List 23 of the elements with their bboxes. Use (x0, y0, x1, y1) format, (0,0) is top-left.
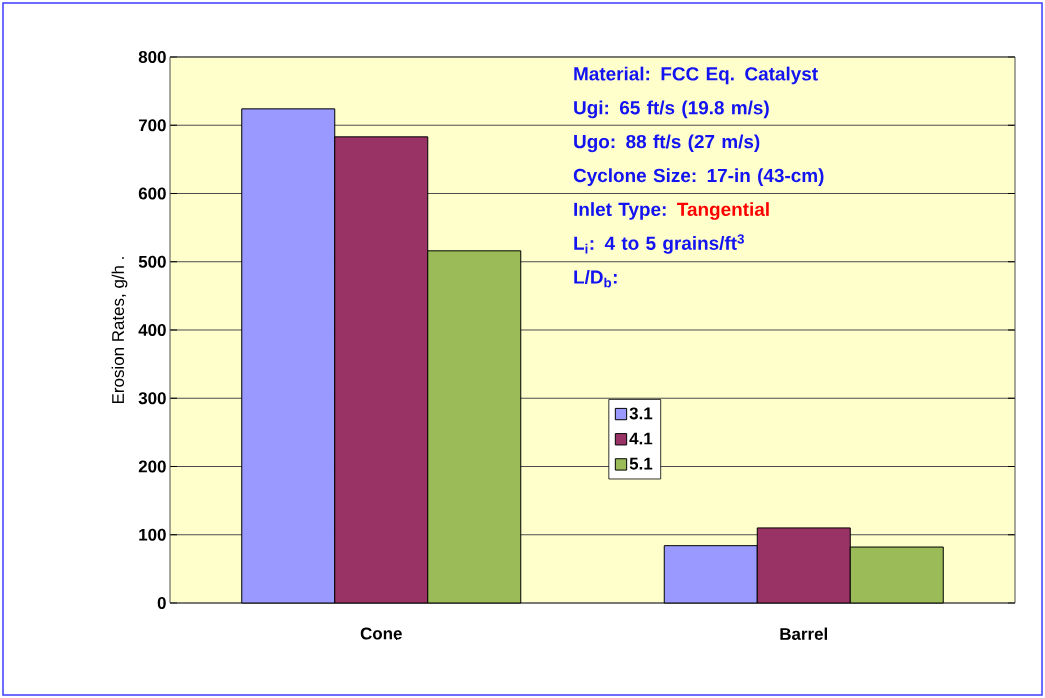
annotation: Ugi: 65 ft/s (19.8 m/s) (574, 100, 769, 119)
x-tick-label: Cone (360, 627, 402, 640)
y-tick-label: 200 (138, 460, 166, 473)
y-tick-label: 100 (139, 528, 166, 541)
legend-label: 3.1 (629, 407, 653, 420)
y-tick-label: 0 (157, 597, 166, 609)
y-tick-label: 600 (138, 187, 166, 200)
annotation: Inlet Type: (574, 202, 666, 220)
y-tick-label: 300 (138, 392, 166, 405)
annotation: L$_{i}$: 4 to 5 grains/ft$^{3}$ (574, 234, 744, 254)
legend-label: 5.1 (629, 457, 653, 470)
y-tick-label: 400 (138, 324, 166, 336)
legend-label: 4.1 (629, 432, 653, 445)
y-tick-label: 800 (138, 51, 166, 63)
y-tick-label: 700 (138, 119, 166, 132)
y-tick-label: 500 (138, 255, 166, 268)
annotation: Cyclone Size: 17-in (43-cm) (573, 168, 824, 186)
annotation: Tangential (677, 202, 769, 220)
annotation: L/D$_{b}$: (574, 269, 617, 288)
annotation: Material: FCC Eq. Catalyst (574, 66, 818, 85)
annotation: Ugo: 88 ft/s (27 m/s) (574, 134, 760, 153)
x-tick-label: Barrel (780, 627, 828, 640)
y-axis-title: Erosion Rates, g/h . (111, 257, 128, 403)
